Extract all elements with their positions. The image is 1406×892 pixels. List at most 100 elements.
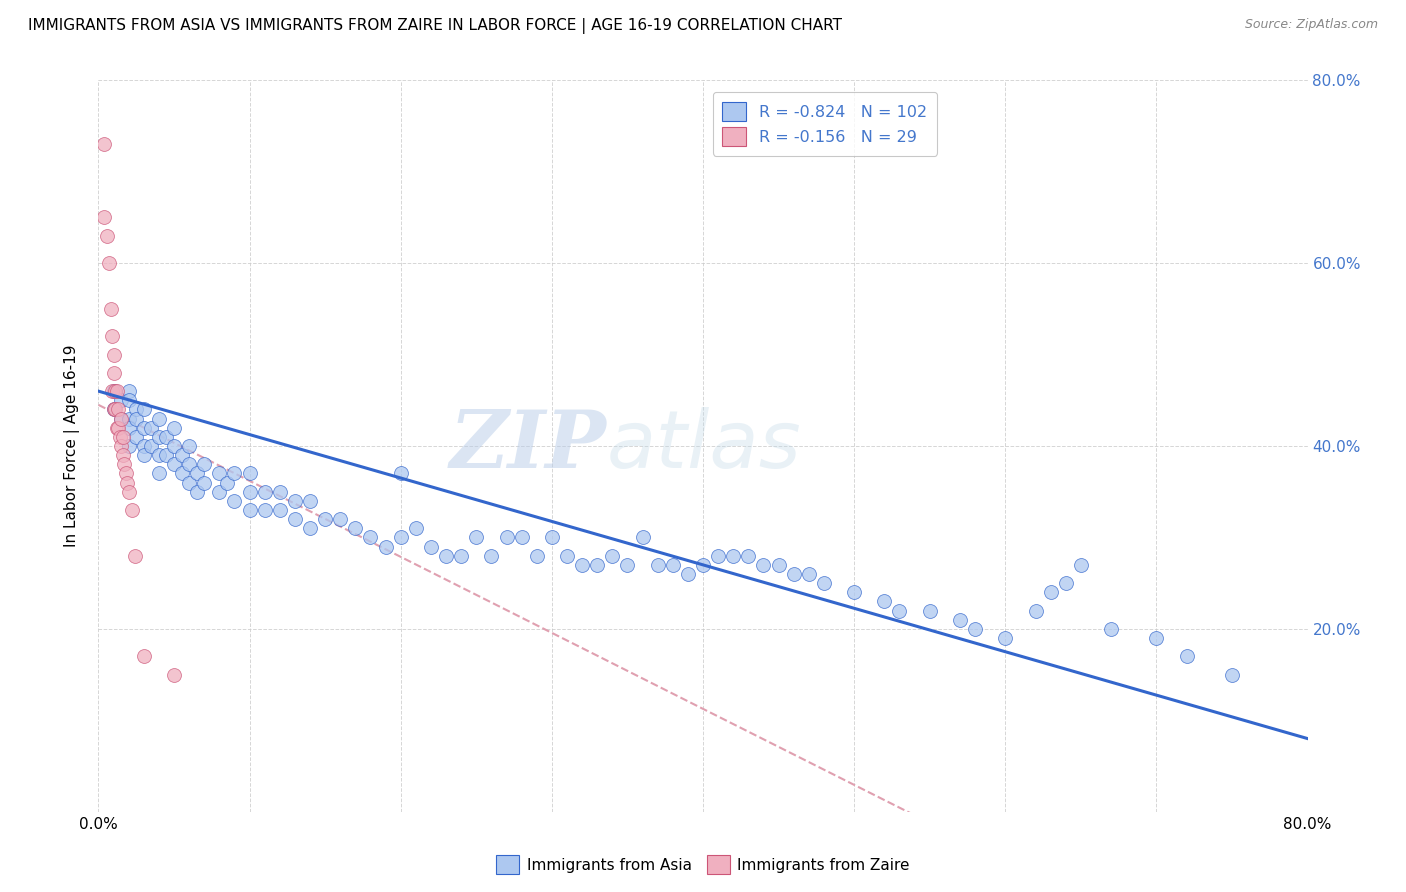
Point [783,567,806,582]
Point [1175,649,1198,664]
Text: Source: ZipAtlas.com: Source: ZipAtlas.com [1244,18,1378,31]
Y-axis label: In Labor Force | Age 16-19: In Labor Force | Age 16-19 [63,344,80,548]
Point [125,430,148,444]
Text: IMMIGRANTS FROM ASIA VS IMMIGRANTS FROM ZAIRE IN LABOR FORCE | AGE 16-19 CORRELA: IMMIGRANTS FROM ASIA VS IMMIGRANTS FROM … [28,18,842,34]
Point [239,503,262,517]
Point [125,402,148,417]
Point [662,558,685,572]
Point [110,393,132,408]
Point [571,558,593,572]
Point [707,549,730,563]
Point [148,411,170,425]
Point [299,521,322,535]
Point [253,503,276,517]
Point [1144,631,1167,645]
Point [155,430,177,444]
Point [208,467,231,481]
Point [239,484,262,499]
Point [239,467,262,481]
Point [103,402,125,417]
Point [360,530,382,544]
Point [121,503,143,517]
Point [465,530,488,544]
Point [107,402,129,417]
Point [118,484,141,499]
Point [141,439,163,453]
Point [481,549,503,563]
Point [873,594,896,608]
Point [1099,622,1122,636]
Point [93,137,115,152]
Point [118,439,141,453]
Point [110,411,132,425]
Point [105,384,128,399]
Point [101,384,124,399]
Point [148,448,170,462]
Point [405,521,427,535]
Point [132,649,155,664]
Point [179,475,201,490]
Point [132,439,155,453]
Point [1220,667,1243,681]
Point [103,384,125,399]
Point [299,493,322,508]
Point [208,484,231,499]
Point [965,622,987,636]
Point [193,458,215,472]
Point [224,467,246,481]
Point [104,384,127,399]
Point [450,549,472,563]
Point [163,439,186,453]
Point [107,421,129,435]
Legend: Immigrants from Asia, Immigrants from Zaire: Immigrants from Asia, Immigrants from Za… [489,849,917,880]
Text: ZIP: ZIP [450,408,606,484]
Point [111,448,134,462]
Point [555,549,578,563]
Point [111,430,134,444]
Point [949,613,972,627]
Point [148,467,170,481]
Point [752,558,775,572]
Point [797,567,820,582]
Point [692,558,714,572]
Point [132,448,155,462]
Point [186,484,208,499]
Point [329,512,352,526]
Point [269,503,291,517]
Point [1039,585,1062,599]
Point [389,467,412,481]
Point [98,256,121,270]
Point [114,467,136,481]
Point [100,301,122,316]
Point [510,530,533,544]
Point [768,558,790,572]
Point [101,329,124,343]
Text: atlas: atlas [606,407,801,485]
Point [179,439,201,453]
Point [132,402,155,417]
Point [813,576,835,591]
Point [118,421,141,435]
Point [269,484,291,499]
Point [141,421,163,435]
Point [110,411,132,425]
Point [586,558,609,572]
Point [994,631,1017,645]
Point [889,603,911,617]
Point [112,458,135,472]
Point [118,393,141,408]
Point [1024,603,1046,617]
Point [163,458,186,472]
Point [148,430,170,444]
Point [115,475,138,490]
Point [526,549,548,563]
Point [103,348,125,362]
Point [284,512,307,526]
Point [723,549,745,563]
Point [344,521,367,535]
Point [118,411,141,425]
Point [163,667,186,681]
Point [224,493,246,508]
Point [616,558,638,572]
Point [434,549,457,563]
